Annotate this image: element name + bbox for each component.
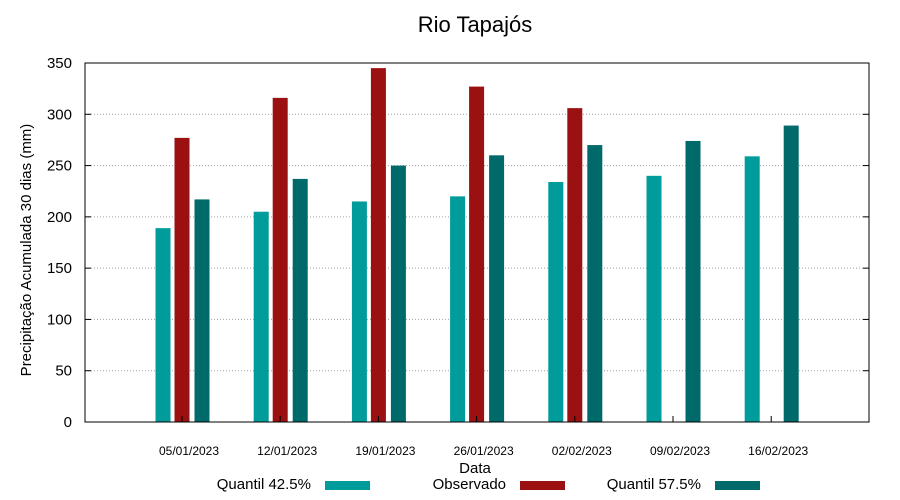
x-axis-label: Data — [459, 460, 491, 477]
x-tick-label: 19/01/2023 — [355, 444, 415, 458]
bar — [450, 196, 466, 422]
x-tick-label: 12/01/2023 — [257, 444, 317, 458]
x-axis-ticks: 05/01/2023 12/01/2023 19/01/2023 26/01/2023… — [159, 416, 809, 458]
x-tick-label: 26/01/2023 — [454, 444, 514, 458]
x-tick-label: 16/02/2023 — [748, 444, 808, 458]
bar — [567, 108, 583, 422]
legend-label: Quantil 57.5% — [607, 476, 701, 493]
bar — [253, 211, 269, 422]
y-tick-label: 0 — [64, 414, 72, 431]
bar — [370, 68, 386, 422]
bar — [646, 175, 662, 422]
bar — [272, 97, 288, 423]
legend-swatch — [520, 481, 565, 490]
legend-swatch — [715, 481, 760, 490]
bars — [155, 68, 799, 423]
chart-title: Rio Tapajós — [418, 12, 533, 37]
legend-swatch — [325, 481, 370, 490]
bar — [390, 165, 406, 423]
x-tick-label: 02/02/2023 — [552, 444, 612, 458]
bar — [685, 140, 701, 422]
bar — [155, 228, 171, 422]
y-tick-label: 200 — [47, 209, 72, 226]
y-tick-label: 150 — [47, 260, 72, 277]
y-axis-label: Precipitação Acumulada 30 dias (mm) — [18, 124, 35, 377]
y-tick-label: 350 — [47, 55, 72, 72]
bar — [744, 156, 760, 422]
bar — [292, 178, 308, 422]
bar — [548, 181, 564, 422]
legend: Quantil 42.5% Observado Quantil 57.5% — [217, 476, 760, 493]
y-axis-ticks: 0 50 100 150 200 250 300 350 — [47, 55, 869, 431]
bar — [587, 145, 603, 423]
legend-label: Observado — [433, 476, 506, 493]
y-tick-label: 100 — [47, 311, 72, 328]
bar — [489, 155, 505, 423]
bar — [194, 199, 210, 422]
y-tick-label: 300 — [47, 106, 72, 123]
bar — [783, 125, 799, 422]
bar — [174, 137, 190, 422]
x-tick-label: 05/01/2023 — [159, 444, 219, 458]
bar — [469, 86, 485, 422]
x-tick-label: 09/02/2023 — [650, 444, 710, 458]
legend-label: Quantil 42.5% — [217, 476, 311, 493]
y-tick-label: 50 — [55, 363, 72, 380]
bar — [351, 201, 367, 422]
y-tick-label: 250 — [47, 158, 72, 175]
